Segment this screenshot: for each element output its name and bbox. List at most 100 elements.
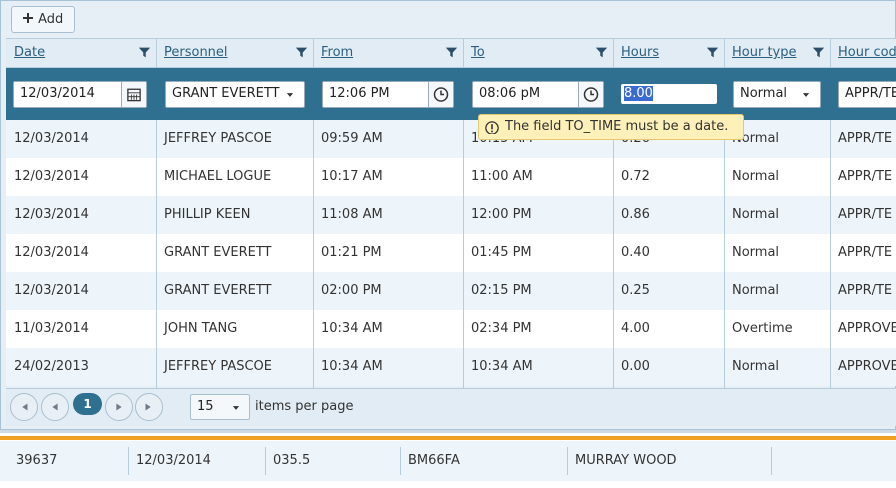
pager-button-svg [116,403,122,411]
column-divider [724,120,725,388]
pager-button-svg [145,403,153,411]
grid-cell: 10:34 AM [321,321,383,336]
column-header[interactable]: Hour type [732,45,797,60]
grid-cell: JEFFREY PASCOE [164,359,272,374]
dropdown-arrow [285,89,295,99]
grid-cell: 4.00 [621,321,650,336]
edit-value: Normal [740,86,788,101]
dropdown-arrow-svg [232,406,240,410]
grid-cell: 11:08 AM [321,207,383,222]
dropdown-arrow-svg [286,93,294,97]
grid-cell: JOHN TANG [164,321,238,336]
clock-icon [578,82,603,107]
dropdown-arrow [801,89,811,99]
grid-cell: 10:34 AM [471,359,533,374]
data-row[interactable] [6,272,896,310]
dropdown-arrow-svg [802,93,810,97]
tooltip-text: The field TO_TIME must be a date. [505,119,729,134]
grid-cell: APPR/TE [838,207,893,222]
column-header[interactable]: To [471,45,485,60]
grid-cell: GRANT EVERETT [164,245,272,260]
column-divider [156,120,157,388]
grid-cell: 12:00 PM [471,207,532,222]
edit-field[interactable]: GRANT EVERETT [165,81,305,108]
grid-cell: Overtime [732,321,793,336]
column-header[interactable]: Hour cod [838,45,896,60]
grid-cell: 01:21 PM [321,245,382,260]
detail-cell: 12/03/2014 [136,453,211,468]
pager-button [10,393,38,421]
filter-icon [138,46,151,59]
clock-icon-svg [583,87,599,102]
grid-cell: Normal [732,359,780,374]
grid-cell: 24/02/2013 [14,359,89,374]
grid-cell: 0.72 [621,169,650,184]
plus-icon [23,13,33,23]
warning-icon-svg [485,121,499,134]
grid-cell: Normal [732,283,780,298]
detail-divider [567,447,568,475]
current-page[interactable]: 1 [73,393,102,415]
grid-cell: GRANT EVERETT [164,283,272,298]
filter-icon-svg [595,47,608,58]
grid-cell: 12/03/2014 [14,131,89,146]
page-size: 15 [197,399,214,414]
column-header[interactable]: Hours [621,45,660,60]
grid-cell: APPR/TE [838,169,893,184]
pager-button-svg [20,403,28,411]
filter-icon-svg [445,47,458,58]
separator [0,430,896,433]
grid-cell: 12/03/2014 [14,207,89,222]
edit-value: APPR/TE [845,86,896,101]
grid-cell: 0.40 [621,245,650,260]
edit-field[interactable]: APPR/TE [838,81,896,108]
data-row[interactable] [6,196,896,234]
column-header[interactable]: Personnel [164,45,228,60]
edit-value: GRANT EVERETT [172,86,280,101]
grid-cell: 09:59 AM [321,131,383,146]
grid-cell: 02:00 PM [321,283,382,298]
column-divider [313,120,314,388]
detail-cell: MURRAY WOOD [575,453,677,468]
pager-button [41,393,69,421]
edit-field[interactable]: 8.00 [621,84,717,104]
grid-cell: 11:00 AM [471,169,533,184]
column-header[interactable]: From [321,45,354,60]
warning-icon [485,120,499,134]
column-header[interactable]: Date [14,45,46,60]
clock-icon-svg [433,87,449,102]
grid-cell: APPROVE [838,359,896,374]
grid-cell: 02:15 PM [471,283,532,298]
edit-field[interactable]: Normal [733,81,821,108]
edit-value: 08:06 pM [479,86,541,101]
grid-cell: 12/03/2014 [14,283,89,298]
grid-cell: Normal [732,207,780,222]
data-row[interactable] [6,348,896,386]
data-row[interactable] [6,158,896,196]
data-row[interactable] [6,234,896,272]
column-divider [463,120,464,388]
filter-icon [295,46,308,59]
filter-icon [445,46,458,59]
data-row[interactable] [6,120,896,158]
data-row[interactable] [6,310,896,348]
grid-cell: APPR/TE [838,131,893,146]
filter-icon [595,46,608,59]
edit-value: 12:06 PM [329,86,390,101]
add-button[interactable]: Add [11,6,75,33]
grid-cell: Normal [732,169,780,184]
clock-icon [428,82,453,107]
pager-button-svg [52,403,58,411]
grid-cell: 10:17 AM [321,169,383,184]
page-size-select[interactable]: 15 [190,394,250,420]
dropdown-arrow [231,402,241,412]
filter-icon-svg [812,47,825,58]
add-label: Add [38,12,64,27]
grid-cell: APPR/TE [838,245,893,260]
detail-cell: 39637 [16,453,58,468]
column-divider [830,120,831,388]
edit-value: 8.00 [624,86,653,101]
grid-cell: 0.00 [621,359,650,374]
validation-tooltip: The field TO_TIME must be a date. [478,114,744,140]
detail-divider [128,447,129,475]
